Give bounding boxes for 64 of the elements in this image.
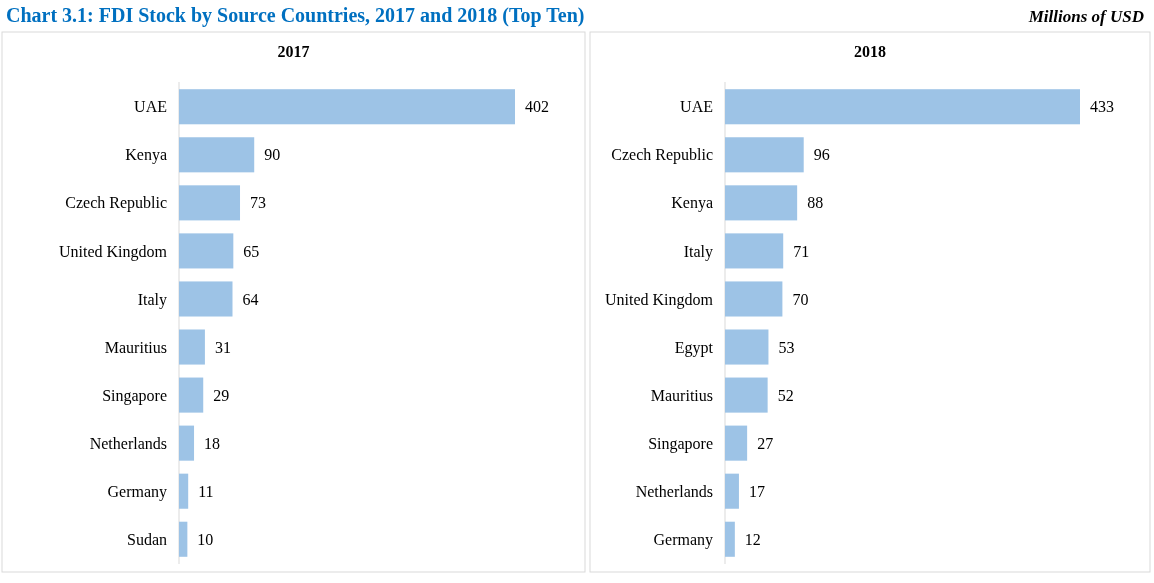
bar xyxy=(179,89,515,125)
text: Chart 3.1: FDI Stock by Source Countries, 2017 and 2018 (Top Ten) xyxy=(6,4,585,27)
y-tick-label: Italy xyxy=(137,290,167,309)
y-tick-label: United Kingdom xyxy=(605,290,714,309)
data-label: 27 xyxy=(757,434,774,452)
data-label: 64 xyxy=(242,290,259,308)
data-label: 71 xyxy=(793,242,810,260)
data-label: 12 xyxy=(744,530,761,548)
data-label: 31 xyxy=(214,338,231,356)
y-tick-label: Egypt xyxy=(674,338,714,357)
data-label: 65 xyxy=(243,242,260,260)
chart-title: 2017 xyxy=(277,43,310,60)
bar xyxy=(725,521,735,557)
y-tick-label: Germany xyxy=(653,530,713,549)
y-tick-label: Germany xyxy=(107,482,167,501)
data-label: 52 xyxy=(777,386,794,404)
chart-title: 2018 xyxy=(854,43,886,60)
y-tick-label: Singapore xyxy=(102,386,167,405)
y-tick-label: Kenya xyxy=(671,194,713,213)
data-label: 90 xyxy=(264,146,281,164)
data-label: 70 xyxy=(792,290,809,308)
bar xyxy=(725,233,784,269)
y-tick-label: Netherlands xyxy=(635,482,713,500)
bar xyxy=(179,329,205,365)
y-tick-label: Czech Republic xyxy=(611,146,713,165)
bar xyxy=(725,377,768,413)
bar xyxy=(179,233,234,269)
data-label: 402 xyxy=(525,98,549,116)
bar xyxy=(725,137,804,173)
y-tick-label: UAE xyxy=(680,98,713,116)
y-tick-label: Czech Republic xyxy=(65,194,167,213)
y-tick-label: Mauritius xyxy=(104,338,167,356)
bar xyxy=(725,89,1080,125)
bar xyxy=(725,329,769,365)
bar xyxy=(179,377,204,413)
bar xyxy=(179,521,188,557)
data-label: 11 xyxy=(198,482,214,500)
data-label: 88 xyxy=(807,194,824,212)
data-label: 17 xyxy=(748,482,765,500)
data-label: 10 xyxy=(197,530,214,548)
y-tick-label: Singapore xyxy=(648,434,713,453)
bar xyxy=(179,473,189,509)
bar xyxy=(179,137,255,173)
y-tick-label: Italy xyxy=(683,242,713,261)
bar xyxy=(725,425,748,461)
y-tick-label: UAE xyxy=(134,98,167,116)
data-label: 433 xyxy=(1090,98,1114,116)
text: Millions of USD xyxy=(1027,7,1144,26)
y-tick-label: Kenya xyxy=(125,146,167,165)
y-tick-label: Netherlands xyxy=(89,434,167,452)
bar xyxy=(725,281,783,317)
y-tick-label: United Kingdom xyxy=(59,242,168,261)
data-label: 96 xyxy=(813,146,830,164)
data-label: 73 xyxy=(250,194,267,212)
bar xyxy=(725,185,798,221)
y-tick-label: Mauritius xyxy=(650,386,713,404)
data-label: 53 xyxy=(778,338,795,356)
bar xyxy=(179,185,241,221)
data-label: 18 xyxy=(204,434,221,452)
bar xyxy=(179,425,195,461)
bar xyxy=(725,473,739,509)
bar xyxy=(179,281,233,317)
y-tick-label: Sudan xyxy=(127,530,167,548)
data-label: 29 xyxy=(213,386,230,404)
